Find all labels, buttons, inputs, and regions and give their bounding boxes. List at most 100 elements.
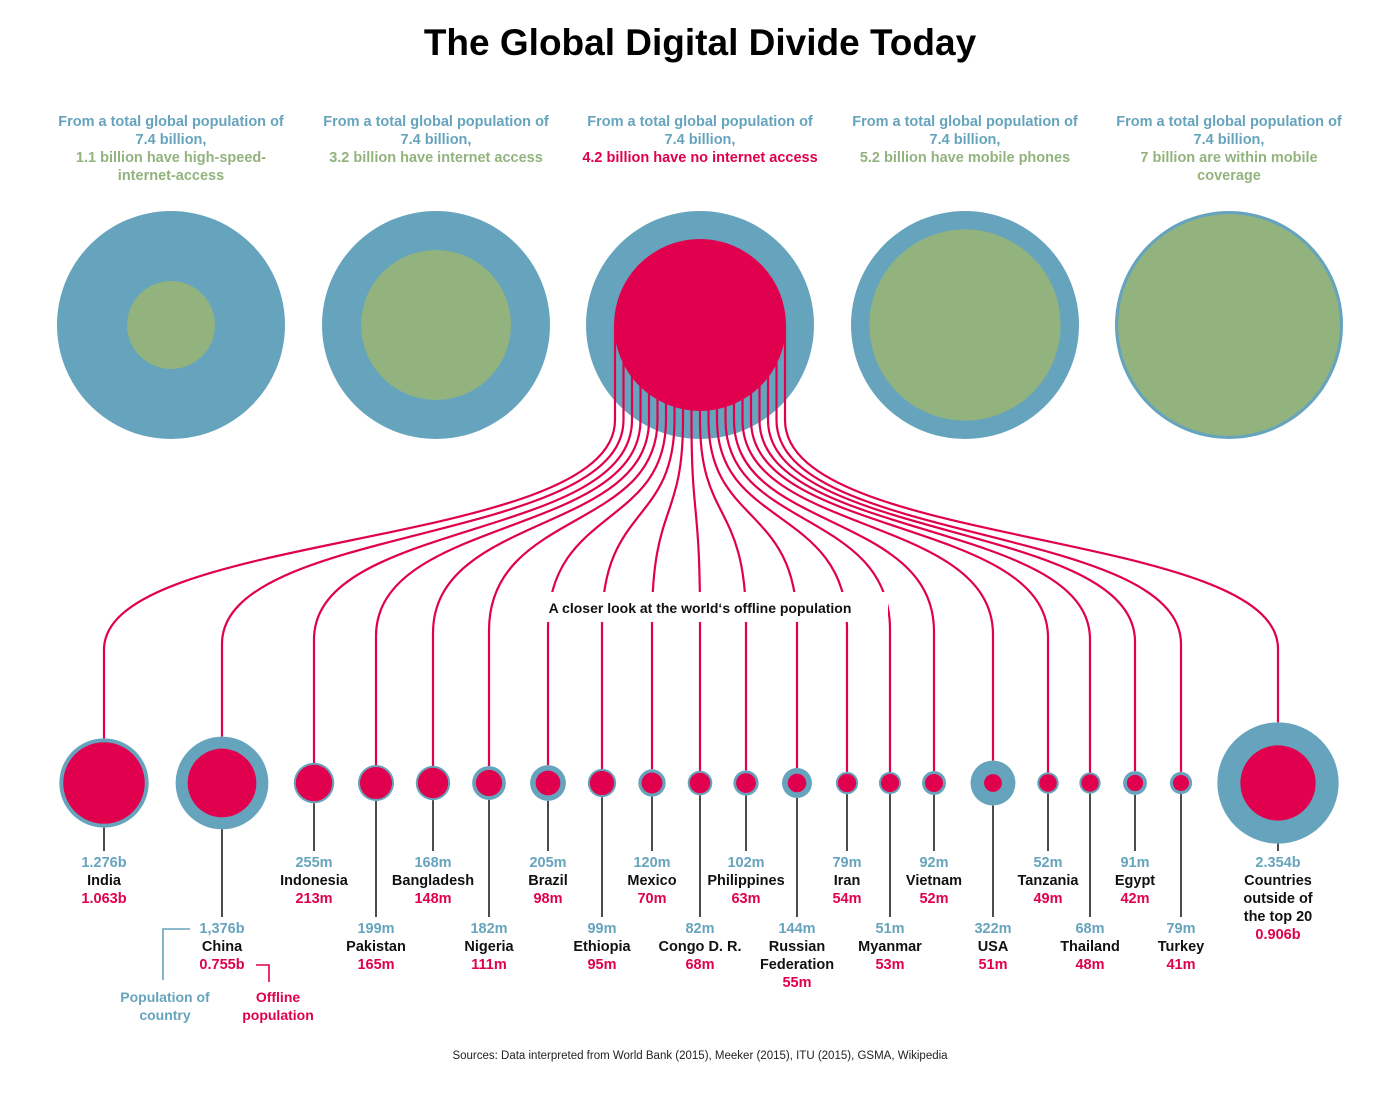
country-name: Mexico <box>627 873 676 889</box>
country-name: Thailand <box>1060 939 1120 955</box>
country-offline-bubble <box>295 764 333 802</box>
connector-line <box>374 325 642 766</box>
legend-population-bracket <box>162 928 190 980</box>
country-population-value: 102m <box>727 855 764 871</box>
country-offline-value: 148m <box>414 891 451 907</box>
country-offline-bubble <box>1126 774 1144 792</box>
country-name: Pakistan <box>346 939 406 955</box>
country-name: Nigeria <box>464 939 514 955</box>
country-offline-value: 98m <box>533 891 562 907</box>
country-population-value: 99m <box>587 921 616 937</box>
country-offline-value: 213m <box>295 891 332 907</box>
country-offline-bubble <box>689 772 711 794</box>
country-population-value: 168m <box>414 855 451 871</box>
top-label-pre: From a total global population of 7.4 bi… <box>852 114 1078 148</box>
offline-circle <box>614 239 786 411</box>
connector-line <box>431 325 651 767</box>
country-name: Congo D. R. <box>659 939 742 955</box>
country-offline-value: 0.755b <box>199 957 244 973</box>
sources-note: Sources: Data interpreted from World Ban… <box>452 1050 948 1062</box>
country-name: Ethiopia <box>573 939 631 955</box>
country-name: outside of <box>1243 891 1312 907</box>
country-offline-value: 1.063b <box>81 891 126 907</box>
legend-population-label: Population of country <box>120 989 210 1023</box>
top-label-stat: 1.1 billion have high-speed-internet-acc… <box>75 150 267 184</box>
country-name: the top 20 <box>1244 909 1312 925</box>
country-offline-bubble <box>589 770 615 796</box>
country-name: China <box>202 939 243 955</box>
country-population-value: 82m <box>685 921 714 937</box>
country-name: Vietnam <box>906 873 962 889</box>
share-circle <box>1118 214 1340 436</box>
top-label-stat: 4.2 billion have no internet access <box>582 150 818 166</box>
country-population-value: 68m <box>1075 921 1104 937</box>
country-offline-value: 63m <box>731 891 760 907</box>
country-offline-bubble <box>924 773 944 793</box>
country-offline-bubble <box>837 773 857 793</box>
country-population-value: 120m <box>633 855 670 871</box>
connector-line <box>741 325 995 761</box>
country-offline-value: 53m <box>875 957 904 973</box>
country-offline-value: 70m <box>637 891 666 907</box>
top-label-3: From a total global population of 7.4 bi… <box>580 113 820 167</box>
connector-line <box>766 325 1137 772</box>
country-offline-bubble <box>1081 774 1099 792</box>
country-name: Turkey <box>1158 939 1204 955</box>
country-offline-value: 42m <box>1120 891 1149 907</box>
country-name: Indonesia <box>280 873 349 889</box>
connector-line <box>783 325 1280 723</box>
country-population-value: 91m <box>1120 855 1149 871</box>
country-name: India <box>87 873 122 889</box>
country-offline-bubble <box>535 770 561 796</box>
country-offline-value: 41m <box>1166 957 1195 973</box>
top-label-2: From a total global population of 7.4 bi… <box>316 113 556 167</box>
subtitle-background <box>512 592 888 622</box>
country-population-value: 79m <box>832 855 861 871</box>
country-name: Brazil <box>528 873 568 889</box>
country-offline-value: 51m <box>978 957 1007 973</box>
country-population-value: 199m <box>357 921 394 937</box>
connector-line <box>220 325 625 737</box>
country-name: Bangladesh <box>392 873 474 889</box>
country-offline-value: 48m <box>1075 957 1104 973</box>
country-population-value: 1,376b <box>199 921 244 937</box>
country-offline-value: 111m <box>471 957 507 973</box>
legend-offline-label: Offline population <box>242 989 314 1023</box>
country-offline-bubble <box>417 767 449 799</box>
top-label-stat: 5.2 billion have mobile phones <box>859 150 1071 166</box>
top-label-pre: From a total global population of 7.4 bi… <box>323 114 549 148</box>
country-name: Countries <box>1244 873 1312 889</box>
country-offline-bubble <box>359 766 393 800</box>
top-label-pre: From a total global population of 7.4 bi… <box>587 114 813 148</box>
chart-title: The Global Digital Divide Today <box>423 22 977 63</box>
top-label-stat: 7 billion are within mobile coverage <box>1140 150 1318 184</box>
country-offline-value: 52m <box>919 891 948 907</box>
connector-line <box>749 325 1050 774</box>
country-offline-bubble <box>1039 774 1057 792</box>
country-offline-bubble <box>187 748 257 818</box>
country-name: Russian <box>769 939 825 955</box>
share-circle <box>361 250 511 400</box>
country-population-value: 205m <box>529 855 566 871</box>
country-offline-bubble <box>736 773 756 793</box>
top-label-stat: 3.2 billion have internet access <box>329 150 543 166</box>
top-label-4: From a total global population of 7.4 bi… <box>845 113 1085 167</box>
subtitle: A closer look at the world‘s offline pop… <box>549 600 852 616</box>
country-name: Tanzania <box>1018 873 1080 889</box>
country-offline-value: 165m <box>357 957 394 973</box>
country-offline-bubble <box>787 773 807 793</box>
country-offline-value: 54m <box>832 891 861 907</box>
country-name: USA <box>978 939 1009 955</box>
top-label-pre: From a total global population of 7.4 bi… <box>1116 114 1342 148</box>
connector-line <box>487 325 659 767</box>
share-circle <box>127 281 215 369</box>
country-offline-value: 49m <box>1033 891 1062 907</box>
country-offline-value: 0.906b <box>1255 927 1300 943</box>
top-label-1: From a total global population of 7.4 bi… <box>51 113 291 185</box>
country-name: Federation <box>760 957 834 973</box>
connector-line <box>312 325 634 764</box>
country-population-value: 2.354b <box>1255 855 1300 871</box>
top-label-5: From a total global population of 7.4 bi… <box>1109 113 1349 185</box>
country-population-value: 1.276b <box>81 855 126 871</box>
connector-line <box>758 325 1092 773</box>
